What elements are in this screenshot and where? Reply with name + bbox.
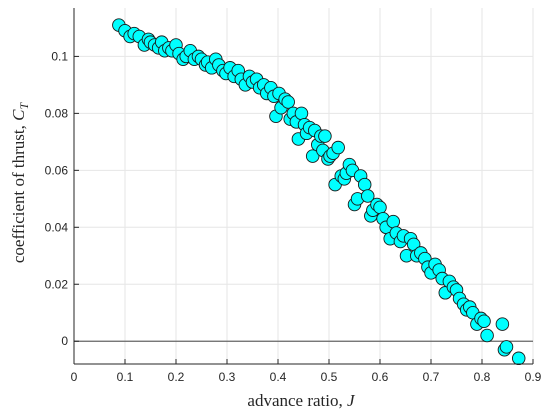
data-point <box>281 95 295 109</box>
y-axis-label: coefficient of thrust, CT <box>9 102 31 264</box>
data-point <box>511 351 526 366</box>
data-point <box>499 340 514 354</box>
data-point <box>495 317 510 331</box>
data-point <box>386 214 401 229</box>
x-tick-label: 0 <box>71 370 78 384</box>
y-tick-labels: 0 0.02 0.04 0.06 0.08 0.1 <box>45 49 69 348</box>
data-point <box>480 328 494 343</box>
x-tick-label: 0.7 <box>423 370 440 384</box>
x-tick-label: 0.3 <box>219 370 236 384</box>
data-point <box>331 140 345 155</box>
x-tick-label: 0.6 <box>372 370 389 384</box>
data-point <box>318 129 332 143</box>
y-tick-label: 0.02 <box>45 277 69 291</box>
x-tick-label: 0.2 <box>168 370 185 384</box>
data-point <box>477 314 491 329</box>
data-point <box>373 200 387 215</box>
data-point <box>361 189 375 203</box>
x-tick-label: 0.9 <box>525 370 541 384</box>
x-axis-label: advance ratio, J <box>247 391 356 410</box>
data-point <box>294 106 309 121</box>
x-tick-label: 0.1 <box>117 370 134 384</box>
y-tick-label: 0 <box>61 334 68 348</box>
axes <box>73 8 534 365</box>
y-tick-label: 0.1 <box>51 49 68 63</box>
y-tick-label: 0.04 <box>45 220 69 234</box>
x-tick-label: 0.4 <box>270 370 287 384</box>
x-tick-labels: 0 0.1 0.2 0.3 0.4 0.5 0.6 0.7 0.8 0.9 <box>71 370 541 384</box>
x-tick-label: 0.8 <box>474 370 491 384</box>
data-point <box>305 149 320 163</box>
x-tick-label: 0.5 <box>321 370 338 384</box>
data-points <box>112 18 526 366</box>
y-tick-label: 0.08 <box>45 106 69 120</box>
data-point <box>357 177 372 192</box>
y-tick-label: 0.06 <box>45 163 69 177</box>
